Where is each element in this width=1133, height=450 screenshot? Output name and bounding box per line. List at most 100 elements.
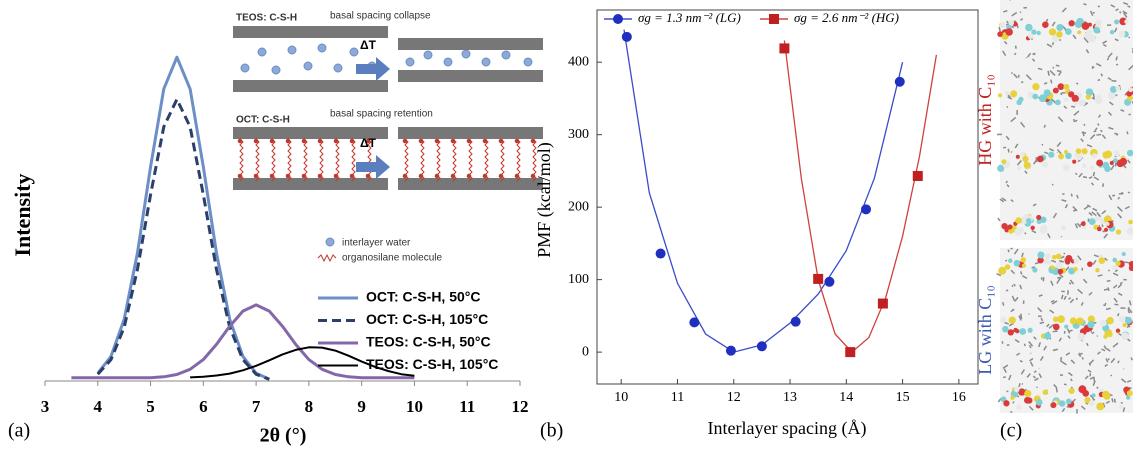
bond xyxy=(1032,375,1036,379)
atom xyxy=(1113,158,1118,163)
atom xyxy=(1045,253,1051,259)
bond xyxy=(1116,313,1120,317)
silane-head xyxy=(530,173,536,179)
bond xyxy=(1047,233,1051,239)
atom xyxy=(1042,21,1049,28)
bond xyxy=(1028,344,1032,349)
atom xyxy=(1032,267,1038,273)
bond xyxy=(1003,9,1008,13)
x-tick-label: 10 xyxy=(614,390,628,405)
atom xyxy=(1058,400,1066,407)
bond xyxy=(1088,176,1093,179)
atom xyxy=(1095,19,1102,27)
atom xyxy=(1005,28,1013,36)
atom xyxy=(1052,87,1059,94)
atom xyxy=(1068,20,1075,27)
atom xyxy=(1081,148,1088,155)
bond xyxy=(1073,110,1080,116)
arrow xyxy=(356,57,390,81)
atom xyxy=(1001,159,1007,165)
marker xyxy=(790,316,801,327)
bond xyxy=(1106,279,1111,283)
bond xyxy=(1060,255,1065,259)
atom xyxy=(1024,389,1032,398)
bond xyxy=(1010,72,1013,75)
atom xyxy=(1008,258,1013,263)
bond xyxy=(1007,249,1010,253)
bond xyxy=(1043,124,1047,128)
bond xyxy=(1097,114,1102,118)
bond xyxy=(1092,92,1096,98)
atom xyxy=(1077,332,1086,341)
bond xyxy=(1095,62,1102,67)
bond xyxy=(1097,274,1103,277)
x-tick-label: 3 xyxy=(41,397,50,416)
silane-head xyxy=(466,173,472,179)
bond xyxy=(1070,378,1073,382)
bond xyxy=(1108,126,1114,130)
bond xyxy=(1086,144,1093,148)
atom xyxy=(1064,259,1071,265)
bond xyxy=(1033,159,1038,165)
bond xyxy=(1020,121,1026,128)
atom xyxy=(1080,221,1086,227)
atom xyxy=(1035,398,1043,406)
bond xyxy=(1117,283,1123,289)
marker xyxy=(779,43,790,54)
atom xyxy=(1005,90,1010,96)
bond xyxy=(1003,368,1007,373)
x-tick-label: 16 xyxy=(952,390,966,405)
atom xyxy=(1113,150,1120,157)
bond xyxy=(1107,77,1112,81)
bond xyxy=(1004,321,1009,325)
atom xyxy=(1025,23,1033,32)
atom xyxy=(1107,332,1113,338)
bond xyxy=(1089,373,1092,377)
bond xyxy=(1007,96,1013,100)
bond xyxy=(1102,230,1105,233)
atom xyxy=(1020,257,1027,263)
bond xyxy=(1016,159,1022,166)
bond xyxy=(1117,360,1120,364)
bond xyxy=(1080,302,1084,306)
atom xyxy=(1075,148,1082,154)
bond xyxy=(1122,407,1126,413)
bond xyxy=(1094,127,1098,131)
atom xyxy=(1019,328,1027,335)
bond xyxy=(1025,56,1027,59)
atom xyxy=(1064,89,1070,94)
bond xyxy=(1126,323,1131,329)
bond xyxy=(1101,210,1107,215)
fit-line xyxy=(623,29,904,353)
arrow xyxy=(356,155,390,179)
bond xyxy=(1046,323,1050,328)
atom xyxy=(1016,166,1022,171)
atom xyxy=(1048,28,1057,36)
bond xyxy=(1096,351,1101,355)
bond xyxy=(1110,357,1116,364)
bond xyxy=(1097,123,1100,126)
bond xyxy=(1019,359,1023,363)
y-axis-label: PMF (kcal/mol) xyxy=(534,142,555,258)
bond xyxy=(1123,2,1129,6)
marker xyxy=(894,76,905,87)
y-tick-label: 100 xyxy=(568,272,589,287)
atom xyxy=(1124,316,1133,325)
bond xyxy=(1089,376,1095,380)
annotation: TEOS: C-S-H xyxy=(236,13,297,24)
silane-head xyxy=(434,173,440,179)
atom xyxy=(1003,400,1010,407)
atom xyxy=(1015,154,1020,159)
bond xyxy=(1102,183,1105,188)
atom xyxy=(1118,30,1126,38)
atom xyxy=(1015,217,1022,224)
bond xyxy=(1050,299,1055,303)
bond xyxy=(1119,281,1123,285)
bond xyxy=(1077,255,1082,261)
bond xyxy=(1091,65,1094,69)
y-tick-label: 0 xyxy=(582,344,589,359)
legend-label: OCT: C-S-H, 50°C xyxy=(366,289,481,305)
bond xyxy=(1078,352,1083,356)
silane-head xyxy=(349,138,355,144)
bond xyxy=(1123,12,1128,18)
